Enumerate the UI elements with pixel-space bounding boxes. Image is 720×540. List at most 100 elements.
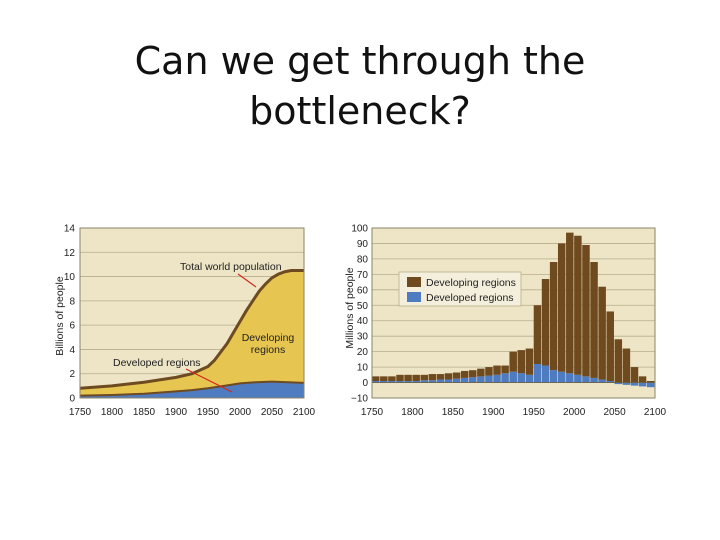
developing-bar xyxy=(638,376,647,383)
right-x-tick-label: 2100 xyxy=(644,407,667,418)
developed-regions-boundary-line xyxy=(79,380,305,397)
developing-bar xyxy=(436,374,445,380)
left-y-tick-label: 0 xyxy=(69,394,75,405)
right-x-tick-label: 1800 xyxy=(401,407,424,418)
slide-title: Can we get through the bottleneck? xyxy=(0,36,720,136)
developed-bar xyxy=(452,378,461,383)
developed-bar xyxy=(404,381,412,383)
developing-bar xyxy=(396,374,404,381)
developed-bar xyxy=(509,371,517,383)
developing-bar xyxy=(598,286,606,380)
developed-bar xyxy=(557,371,566,383)
population-growth-bar-chart: −10 0 10 20 30 40 50 60 70 80 90 100 1750 1800 1850 19… xyxy=(344,224,667,419)
right-x-tick-label: 1950 xyxy=(523,407,546,418)
total-world-population-line xyxy=(79,269,304,390)
developed-bar xyxy=(444,379,453,383)
developed-bar xyxy=(606,381,614,383)
developed-bar xyxy=(646,382,655,388)
annotation-developed-regions: Developed regions xyxy=(113,357,201,369)
right-x-tick-label: 1750 xyxy=(361,407,384,418)
annotation-developing-regions-line2: regions xyxy=(251,344,285,356)
left-x-tick-label: 1750 xyxy=(69,407,92,418)
legend-swatch-developing xyxy=(407,277,421,287)
title-line-2: bottleneck? xyxy=(249,89,471,133)
annotation-developing-regions-line1: Developing xyxy=(242,332,295,344)
right-y-tick-label: 90 xyxy=(357,239,369,250)
developed-bar xyxy=(460,377,469,383)
left-x-tick-label: 1800 xyxy=(101,407,124,418)
left-x-tick-label: 1900 xyxy=(165,407,188,418)
right-y-axis-label: Millions of people xyxy=(344,267,356,348)
developing-bar xyxy=(428,374,437,381)
annotation-total-world-population: Total world population xyxy=(180,261,282,273)
developed-bar xyxy=(412,381,420,383)
developed-bar xyxy=(533,364,542,383)
right-y-tick-label: 30 xyxy=(357,332,369,343)
developing-bar xyxy=(622,348,631,383)
developing-bar xyxy=(485,367,493,376)
developing-bar xyxy=(477,368,485,377)
developing-bar xyxy=(614,339,623,383)
right-y-tick-label: 40 xyxy=(357,316,369,327)
right-y-tick-label: 10 xyxy=(357,363,369,374)
developed-bar xyxy=(541,365,550,383)
developing-bar xyxy=(582,245,590,377)
right-plot-frame xyxy=(371,227,656,399)
developed-bar xyxy=(501,373,509,383)
left-x-tick-label: 1950 xyxy=(197,407,220,418)
developing-bar xyxy=(412,374,420,381)
developing-bar xyxy=(549,262,558,371)
developing-bar xyxy=(557,243,566,372)
left-x-tick-label: 1850 xyxy=(133,407,156,418)
developing-regions-area xyxy=(80,270,304,398)
developing-bar xyxy=(469,370,477,378)
left-y-axis-label: Billions of people xyxy=(54,276,66,356)
developing-bar xyxy=(420,374,428,381)
developed-bar xyxy=(420,380,428,383)
right-y-tick-label: −10 xyxy=(351,394,368,405)
developed-bar xyxy=(525,374,534,383)
right-y-tick-label: 100 xyxy=(351,224,368,235)
right-y-tick-label: 70 xyxy=(357,270,369,281)
left-y-tick-label: 8 xyxy=(69,296,75,307)
right-y-tick-label: 60 xyxy=(357,285,369,296)
left-x-tick-label: 2100 xyxy=(293,407,316,418)
developed-bar xyxy=(574,374,582,383)
right-y-tick-label: 20 xyxy=(357,347,369,358)
developing-bar xyxy=(452,372,461,379)
right-x-tick-label: 1850 xyxy=(442,407,465,418)
developing-bar xyxy=(590,262,598,378)
developed-bar xyxy=(396,381,404,383)
left-x-tick-label: 2050 xyxy=(261,407,284,418)
right-y-tick-labels: −10 0 10 20 30 40 50 60 70 80 90 100 xyxy=(351,224,368,405)
developing-bar xyxy=(517,350,526,374)
developing-bar xyxy=(380,376,388,381)
right-x-tick-label: 2000 xyxy=(563,407,586,418)
right-y-tick-label: 50 xyxy=(357,301,369,312)
right-bars xyxy=(372,232,655,388)
legend-label-developing: Developing regions xyxy=(426,277,516,289)
right-legend: Developing regions Developed regions xyxy=(398,271,522,307)
left-x-tick-label: 2000 xyxy=(229,407,252,418)
developed-bar xyxy=(638,382,647,387)
developing-bar xyxy=(509,351,517,372)
developed-bar xyxy=(517,373,526,383)
legend-swatch-developed xyxy=(407,292,421,302)
developed-bar xyxy=(582,376,590,383)
developing-bar xyxy=(501,365,509,374)
world-population-area-chart: 0 2 4 6 8 10 12 14 1750 1800 1850 1900 1950 2000 2050… xyxy=(54,224,316,419)
left-y-tick-label: 4 xyxy=(69,345,75,356)
developing-bar xyxy=(541,279,550,366)
developing-bar xyxy=(646,381,655,383)
left-x-tick-labels: 1750 1800 1850 1900 1950 2000 2050 2100 xyxy=(69,407,316,418)
developed-bar xyxy=(566,373,574,383)
developing-bar xyxy=(533,305,542,364)
developing-bar xyxy=(525,348,534,375)
developed-bar xyxy=(372,381,380,383)
developing-bar xyxy=(388,376,396,381)
developed-bar xyxy=(469,377,477,383)
developed-bar xyxy=(436,379,445,383)
developed-bar xyxy=(428,380,437,383)
developing-bar xyxy=(460,370,469,378)
